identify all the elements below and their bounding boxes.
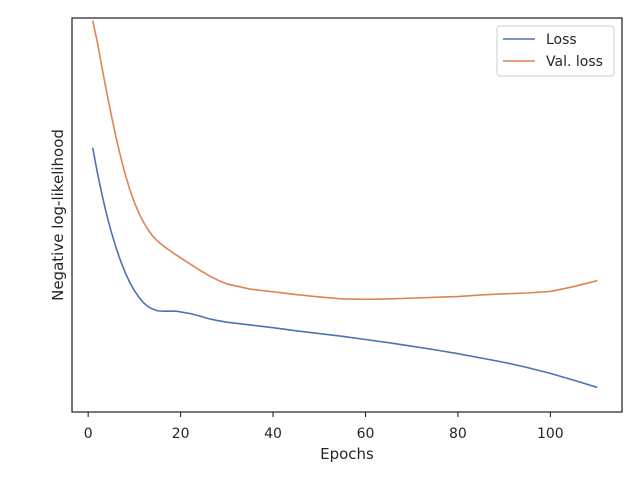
- x-tick-label: 80: [449, 426, 467, 442]
- x-tick-label: 40: [264, 426, 282, 442]
- x-tick-label: 0: [84, 426, 93, 442]
- legend: Loss Val. loss: [496, 25, 615, 77]
- series-line-1: [92, 147, 598, 388]
- x-axis-ticks: 0 20 40 60 80 100: [84, 412, 564, 442]
- x-tick-label: 100: [537, 426, 564, 442]
- y-axis-label: Negative log-likelihood: [49, 129, 67, 301]
- x-tick-label: 60: [357, 426, 375, 442]
- legend-label: Loss: [546, 32, 577, 48]
- plot-frame: [71, 17, 623, 413]
- x-axis-label: Epochs: [320, 445, 374, 463]
- x-tick-label: 20: [172, 426, 190, 442]
- plot-area: [72, 18, 622, 412]
- series-line-2: [92, 20, 598, 301]
- series-layer: [92, 20, 598, 388]
- legend-label: Val. loss: [546, 54, 603, 70]
